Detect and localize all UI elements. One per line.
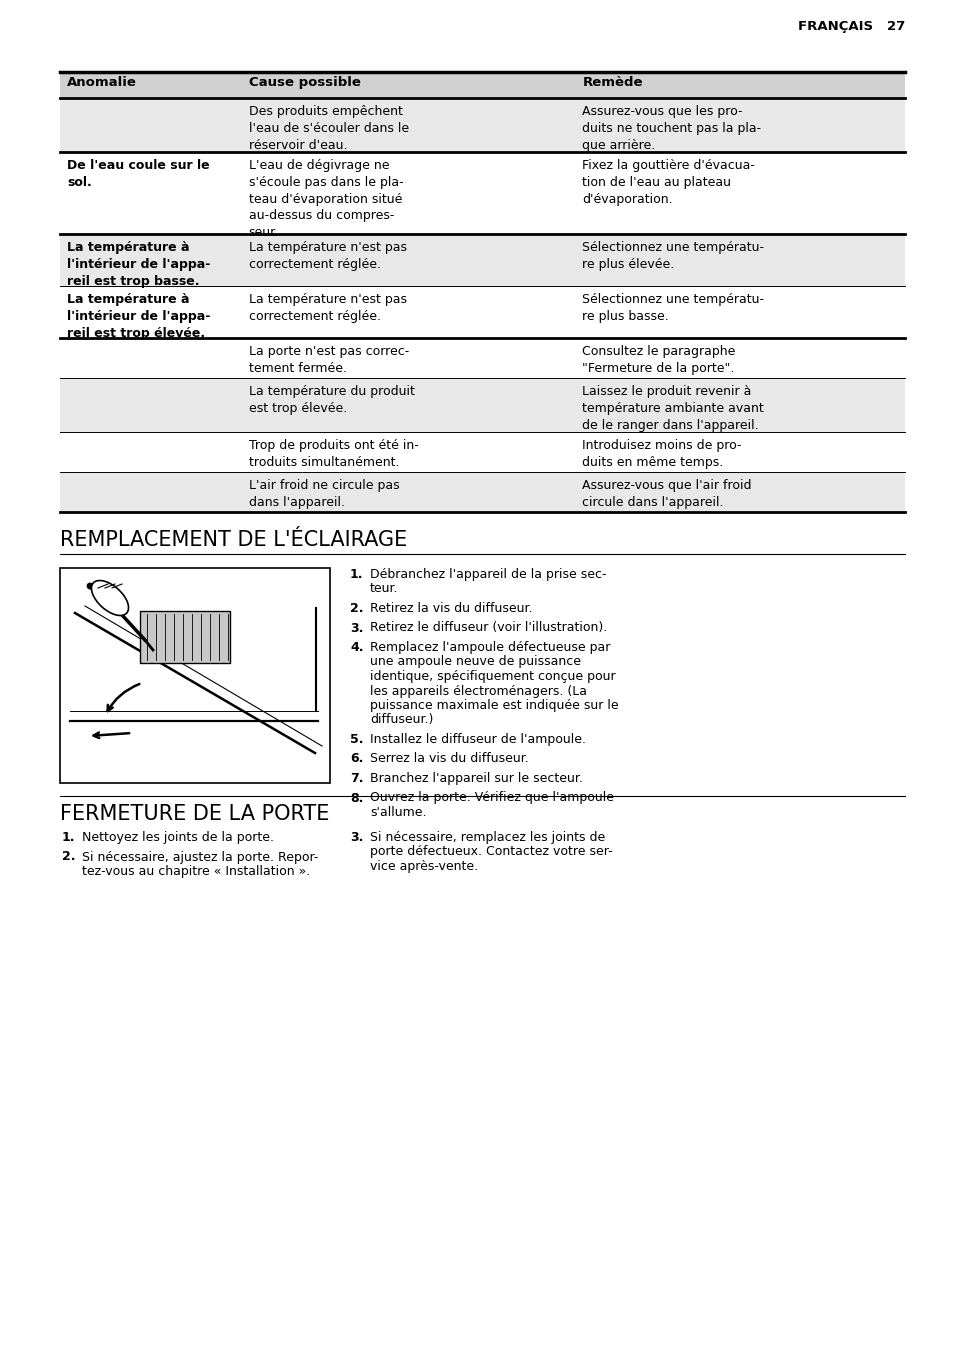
Text: L'air froid ne circule pas
dans l'appareil.: L'air froid ne circule pas dans l'appare… — [249, 479, 399, 508]
Bar — [60, 234, 904, 287]
Text: La température n'est pas
correctement réglée.: La température n'est pas correctement ré… — [249, 241, 406, 270]
Bar — [60, 72, 904, 97]
Text: s'allume.: s'allume. — [370, 806, 426, 819]
Text: REMPLACEMENT DE L'ÉCLAIRAGE: REMPLACEMENT DE L'ÉCLAIRAGE — [60, 530, 407, 550]
Text: Introduisez moins de pro-
duits en même temps.: Introduisez moins de pro- duits en même … — [582, 439, 741, 469]
Text: L'eau de dégivrage ne
s'écoule pas dans le pla-
teau d'évaporation situé
au-dess: L'eau de dégivrage ne s'écoule pas dans … — [249, 160, 403, 239]
Text: 2.: 2. — [62, 850, 75, 864]
Text: Retirez la vis du diffuseur.: Retirez la vis du diffuseur. — [370, 602, 532, 615]
Text: 1.: 1. — [350, 568, 363, 581]
Text: Remède: Remède — [582, 76, 642, 89]
Text: FERMETURE DE LA PORTE: FERMETURE DE LA PORTE — [60, 804, 329, 823]
Text: diffuseur.): diffuseur.) — [370, 714, 433, 726]
Text: vice après-vente.: vice après-vente. — [370, 860, 477, 873]
Text: Si nécessaire, remplacez les joints de: Si nécessaire, remplacez les joints de — [370, 831, 604, 844]
Text: Assurez-vous que les pro-
duits ne touchent pas la pla-
que arrière.: Assurez-vous que les pro- duits ne touch… — [582, 105, 760, 151]
Text: 3.: 3. — [350, 831, 363, 844]
Text: Installez le diffuseur de l'ampoule.: Installez le diffuseur de l'ampoule. — [370, 733, 585, 746]
Bar — [60, 287, 904, 338]
Text: Ouvrez la porte. Vérifiez que l'ampoule: Ouvrez la porte. Vérifiez que l'ampoule — [370, 791, 614, 804]
Text: Serrez la vis du diffuseur.: Serrez la vis du diffuseur. — [370, 753, 528, 765]
Text: Fixez la gouttière d'évacua-
tion de l'eau au plateau
d'évaporation.: Fixez la gouttière d'évacua- tion de l'e… — [582, 160, 755, 206]
Text: Laissez le produit revenir à
température ambiante avant
de le ranger dans l'appa: Laissez le produit revenir à température… — [582, 385, 763, 431]
Text: Consultez le paragraphe
"Fermeture de la porte".: Consultez le paragraphe "Fermeture de la… — [582, 345, 735, 375]
Text: Des produits empêchent
l'eau de s'écouler dans le
réservoir d'eau.: Des produits empêchent l'eau de s'écoule… — [249, 105, 409, 151]
Text: La température à
l'intérieur de l'appa-
reil est trop élevée.: La température à l'intérieur de l'appa- … — [67, 293, 211, 339]
Bar — [60, 379, 904, 433]
Text: une ampoule neuve de puissance: une ampoule neuve de puissance — [370, 656, 580, 668]
Text: Cause possible: Cause possible — [249, 76, 360, 89]
Text: Nettoyez les joints de la porte.: Nettoyez les joints de la porte. — [82, 831, 274, 844]
Text: teur.: teur. — [370, 583, 398, 595]
Text: 4.: 4. — [350, 641, 363, 654]
Text: La porte n'est pas correc-
tement fermée.: La porte n'est pas correc- tement fermée… — [249, 345, 409, 375]
Text: 3.: 3. — [350, 622, 363, 634]
Text: identique, spécifiquement conçue pour: identique, spécifiquement conçue pour — [370, 671, 615, 683]
Bar — [60, 472, 904, 512]
Bar — [60, 568, 330, 783]
Text: 8.: 8. — [350, 791, 363, 804]
Text: Débranchez l'appareil de la prise sec-: Débranchez l'appareil de la prise sec- — [370, 568, 606, 581]
Bar — [60, 97, 904, 151]
Text: La température à
l'intérieur de l'appa-
reil est trop basse.: La température à l'intérieur de l'appa- … — [67, 241, 211, 288]
Text: Retirez le diffuseur (voir l'illustration).: Retirez le diffuseur (voir l'illustratio… — [370, 622, 607, 634]
Text: 2.: 2. — [350, 602, 363, 615]
Text: La température n'est pas
correctement réglée.: La température n'est pas correctement ré… — [249, 293, 406, 323]
Text: Trop de produits ont été in-
troduits simultanément.: Trop de produits ont été in- troduits si… — [249, 439, 418, 469]
Text: 7.: 7. — [350, 772, 363, 786]
Text: La température du produit
est trop élevée.: La température du produit est trop élevé… — [249, 385, 415, 415]
Text: De l'eau coule sur le
sol.: De l'eau coule sur le sol. — [67, 160, 210, 189]
Text: Sélectionnez une températu-
re plus élevée.: Sélectionnez une températu- re plus élev… — [582, 241, 763, 270]
Text: 1.: 1. — [62, 831, 75, 844]
Text: les appareils électroménagers. (La: les appareils électroménagers. (La — [370, 684, 586, 698]
Bar — [60, 338, 904, 379]
Text: Si nécessaire, ajustez la porte. Repor-: Si nécessaire, ajustez la porte. Repor- — [82, 850, 318, 864]
Text: 5.: 5. — [350, 733, 363, 746]
Text: porte défectueux. Contactez votre ser-: porte défectueux. Contactez votre ser- — [370, 845, 612, 859]
Text: puissance maximale est indiquée sur le: puissance maximale est indiquée sur le — [370, 699, 618, 713]
Text: Sélectionnez une températu-
re plus basse.: Sélectionnez une températu- re plus bass… — [582, 293, 763, 323]
Text: Assurez-vous que l'air froid
circule dans l'appareil.: Assurez-vous que l'air froid circule dan… — [582, 479, 751, 508]
Ellipse shape — [91, 580, 129, 615]
Text: 6.: 6. — [350, 753, 363, 765]
Text: tez-vous au chapitre « Installation ».: tez-vous au chapitre « Installation ». — [82, 865, 310, 877]
Bar — [140, 611, 230, 662]
Text: FRANÇAIS   27: FRANÇAIS 27 — [797, 20, 904, 32]
Text: Remplacez l'ampoule défectueuse par: Remplacez l'ampoule défectueuse par — [370, 641, 610, 654]
Bar — [60, 433, 904, 472]
Text: Branchez l'appareil sur le secteur.: Branchez l'appareil sur le secteur. — [370, 772, 582, 786]
Text: Anomalie: Anomalie — [67, 76, 136, 89]
Bar — [60, 151, 904, 234]
